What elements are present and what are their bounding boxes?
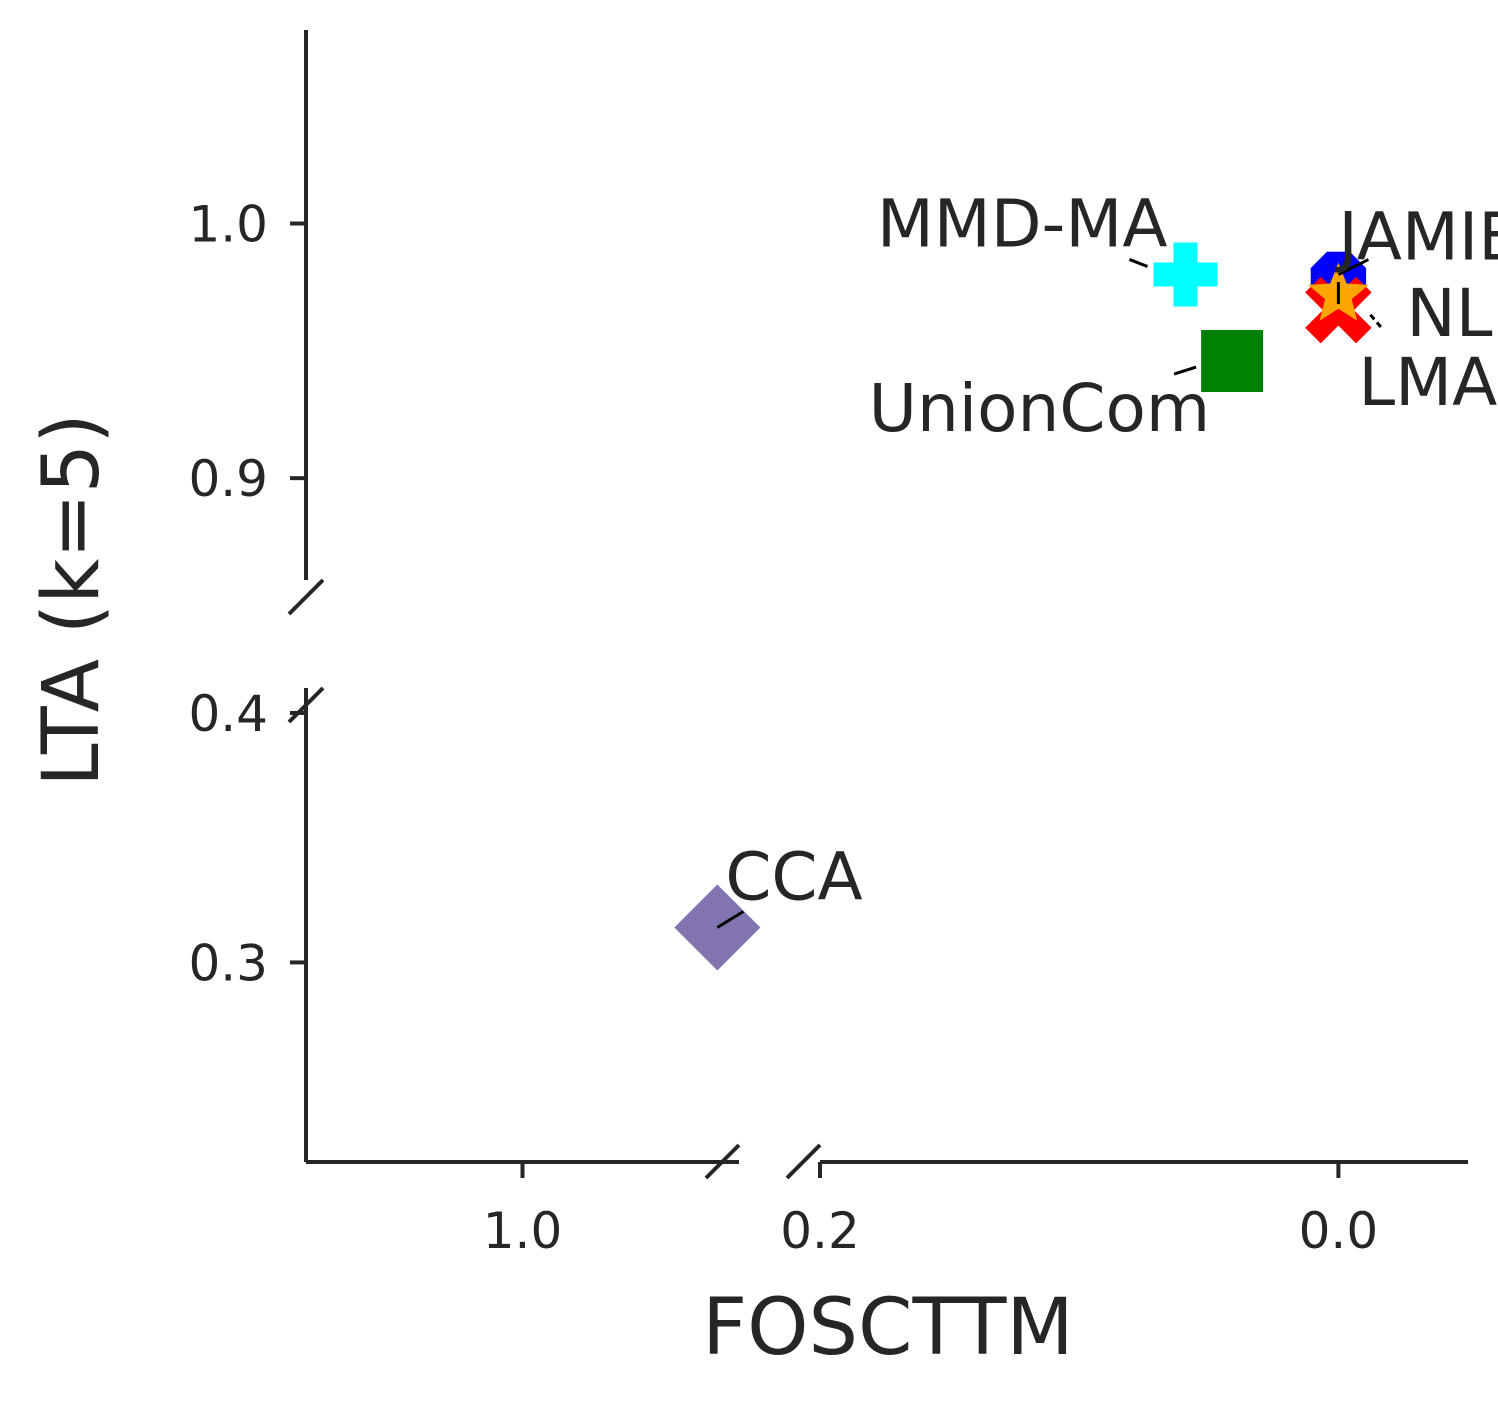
lma-label: LMA xyxy=(1358,344,1497,421)
unioncom-label: UnionCom xyxy=(869,370,1210,447)
point-labels: JAMIE MMD-MA UnionCom NLMALMA CCA xyxy=(716,185,1498,929)
x-tick-label: 1.0 xyxy=(483,1202,563,1260)
mmd-ma-leader-line xyxy=(1128,258,1149,268)
cca-label: CCA xyxy=(725,838,862,915)
jamie-label: JAMIE xyxy=(1334,199,1498,276)
y-tick-label: 0.3 xyxy=(188,934,268,992)
jamie-leader-line xyxy=(1337,258,1370,276)
unioncom-leader-line xyxy=(1173,365,1197,376)
mmd-ma-marker xyxy=(1153,242,1218,307)
x-axis-break-mark xyxy=(785,1143,822,1180)
y-axis-break-mark xyxy=(287,686,325,724)
y-tick-label: 0.9 xyxy=(188,450,268,508)
axes: 1.0 0.2 0.0 0.3 0.4 0.9 1.0 xyxy=(188,30,1468,1260)
lma-leader-line xyxy=(1369,313,1384,330)
y-tick-label: 0.4 xyxy=(188,685,268,743)
cca-leader-line xyxy=(716,910,745,929)
x-tick-label: 0.2 xyxy=(780,1202,860,1260)
unioncom-marker xyxy=(1201,330,1264,393)
x-tick-label: 0.0 xyxy=(1299,1202,1379,1260)
mmd-ma-label: MMD-MA xyxy=(877,185,1168,262)
nlma-label: NLMA xyxy=(1406,275,1498,352)
x-axis-title: FOSCTTM xyxy=(702,1283,1073,1373)
y-axis-title: LTA (k=5) xyxy=(27,413,117,786)
x-axis-break-mark xyxy=(704,1143,741,1180)
y-tick-label: 1.0 xyxy=(188,196,268,254)
y-axis-break-mark xyxy=(287,578,325,616)
